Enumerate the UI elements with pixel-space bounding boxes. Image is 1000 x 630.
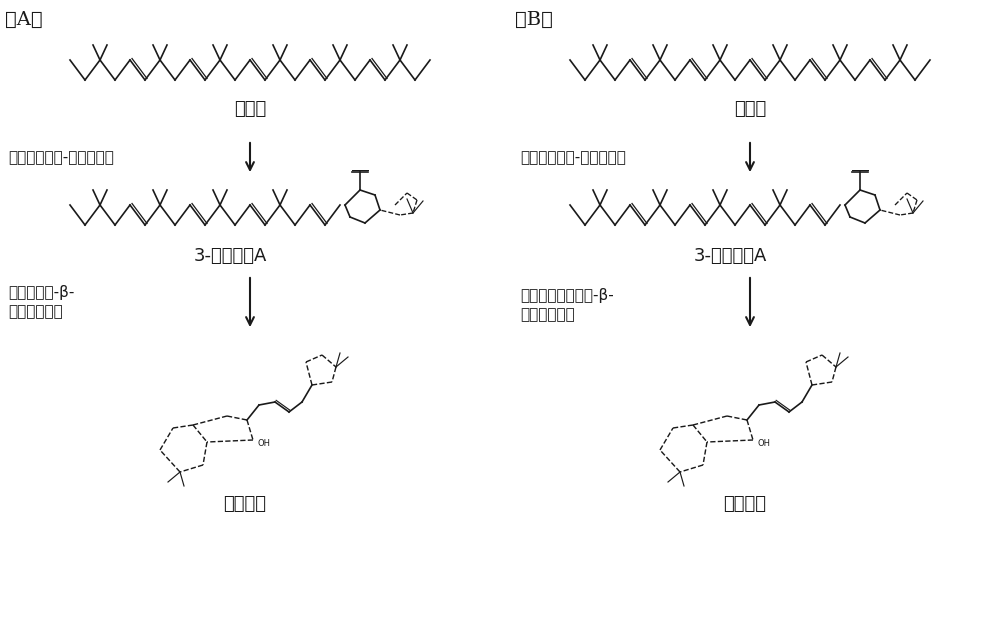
Text: 龙涎香醇: 龙涎香醇 — [724, 495, 767, 513]
Text: 角鲨烯: 角鲨烯 — [734, 100, 766, 118]
Text: （A）: （A） — [5, 11, 43, 29]
Text: 3-脱氧著醇A: 3-脱氧著醇A — [193, 247, 267, 265]
Text: 龙涎香醇: 龙涎香醇 — [224, 495, 266, 513]
Text: 3-脱氧著醇A: 3-脱氧著醇A — [693, 247, 767, 265]
Text: 突变型角鲨烯-藿烯环化酶: 突变型角鲨烯-藿烯环化酶 — [520, 151, 626, 166]
Text: 突变型四异戊烯基-β-
姜黄烯环化酶: 突变型四异戊烯基-β- 姜黄烯环化酶 — [520, 288, 614, 323]
Text: OH: OH — [258, 440, 271, 449]
Text: 角鲨烯: 角鲨烯 — [234, 100, 266, 118]
Text: OH: OH — [758, 440, 771, 449]
Text: 四异戊烯基-β-
姜黄烯环化酶: 四异戊烯基-β- 姜黄烯环化酶 — [8, 285, 74, 319]
Text: （B）: （B） — [515, 11, 553, 29]
Text: 突变型角鲨烯-藿烯环化酶: 突变型角鲨烯-藿烯环化酶 — [8, 151, 114, 166]
